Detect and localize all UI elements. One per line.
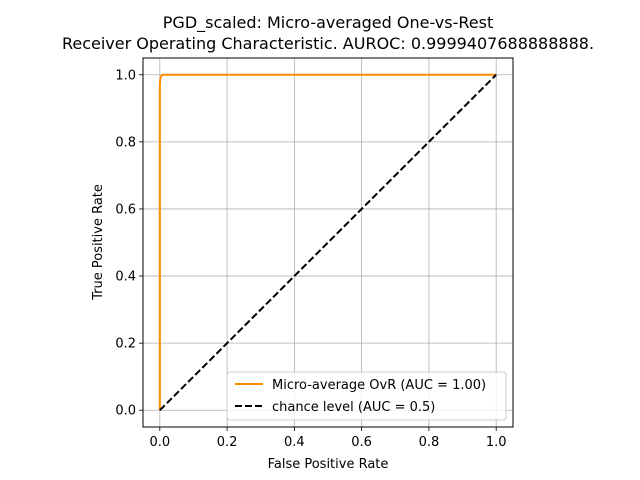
y-tick-label: 0.4: [115, 270, 136, 285]
x-tick-label: 0.4: [284, 435, 305, 450]
legend-label-micro-average: Micro-average OvR (AUC = 1.00): [272, 378, 486, 393]
series-layer: [158, 73, 497, 411]
x-tick-label: 0.6: [351, 435, 372, 450]
x-tick-label: 0.8: [419, 435, 440, 450]
y-axis-label: True Positive Rate: [91, 184, 106, 301]
y-tick-label: 0.0: [115, 404, 136, 419]
y-tick-label: 0.8: [115, 135, 136, 150]
x-tick-label: 0.2: [217, 435, 238, 450]
legend-box: [226, 371, 507, 421]
legend-label-chance-level: chance level (AUC = 0.5): [272, 400, 435, 415]
series-micro-average-roc-line: [158, 73, 497, 411]
y-tick-label: 1.0: [115, 68, 136, 83]
x-tick-label: 1.0: [486, 435, 507, 450]
y-tick-label: 0.6: [115, 202, 136, 217]
x-axis-label: False Positive Rate: [268, 457, 389, 472]
ticks: 0.0 0.2 0.4 0.6 0.8 1.0 0.0 0.2 0.4 0.6 0.8 1.0: [115, 68, 506, 450]
chart-title-line2: Receiver Operating Characteristic. AUROC…: [62, 34, 594, 53]
chart-title-line1: PGD_scaled: Micro-averaged One-vs-Rest: [163, 13, 493, 33]
y-tick-label: 0.2: [115, 337, 136, 352]
grid: [143, 58, 513, 427]
x-tick-label: 0.0: [149, 435, 170, 450]
series-chance-level-line: [159, 74, 497, 411]
legend: Micro-average OvR (AUC = 1.00) chance le…: [226, 371, 507, 421]
plot-frame: [142, 57, 514, 428]
